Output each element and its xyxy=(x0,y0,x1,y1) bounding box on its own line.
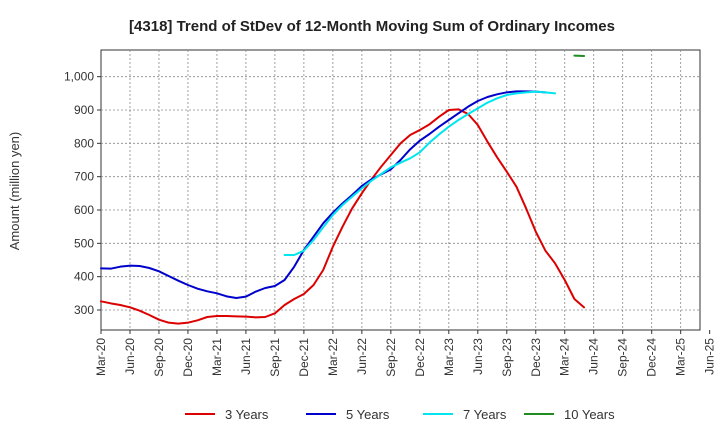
x-tick-label: Dec-23 xyxy=(529,338,543,377)
series-line-5-years xyxy=(100,90,547,299)
x-tick-label: Sep-22 xyxy=(384,338,398,377)
x-tick-label: Jun-25 xyxy=(703,338,717,375)
legend-item-5-years: 5 Years xyxy=(306,407,390,422)
legend-item-10-years: 10 Years xyxy=(524,407,615,422)
x-tick-label: Mar-24 xyxy=(558,338,572,376)
legend-item-7-years: 7 Years xyxy=(423,407,507,422)
y-axis-label: Amount (million yen) xyxy=(7,132,22,251)
legend-label: 10 Years xyxy=(564,407,615,422)
x-tick-label: Sep-21 xyxy=(268,338,282,377)
y-tick-label: 400 xyxy=(74,270,94,284)
y-axis-ticks: 300 400 500 600 700 800 900 1,000 xyxy=(64,70,101,317)
x-tick-label: Jun-22 xyxy=(355,338,369,375)
chart-title: [4318] Trend of StDev of 12-Month Moving… xyxy=(129,18,615,35)
x-tick-label: Jun-20 xyxy=(123,338,137,375)
series-line-3-years xyxy=(100,108,586,325)
legend-label: 7 Years xyxy=(463,407,507,422)
y-tick-label: 800 xyxy=(74,136,94,150)
y-tick-label: 1,000 xyxy=(64,70,94,84)
legend-label: 5 Years xyxy=(346,407,390,422)
x-tick-label: Dec-20 xyxy=(181,338,195,377)
x-tick-label: Mar-23 xyxy=(442,338,456,376)
x-tick-label: Dec-24 xyxy=(645,338,659,377)
y-tick-label: 500 xyxy=(74,236,94,250)
y-tick-label: 900 xyxy=(74,103,94,117)
x-tick-label: Mar-25 xyxy=(674,338,688,376)
x-tick-label: Jun-23 xyxy=(471,338,485,375)
x-tick-label: Sep-20 xyxy=(152,338,166,377)
x-tick-label: Dec-21 xyxy=(297,338,311,377)
x-tick-label: Mar-20 xyxy=(94,338,108,376)
x-tick-label: Jun-21 xyxy=(239,338,253,375)
x-axis-ticks: Mar-20 Jun-20 Sep-20 Dec-20 Mar-21 Jun-21 Sep-… xyxy=(94,330,717,377)
y-tick-label: 700 xyxy=(74,170,94,184)
grid-lines xyxy=(101,50,700,330)
x-tick-label: Mar-22 xyxy=(326,338,340,376)
y-tick-label: 600 xyxy=(74,203,94,217)
plot-area xyxy=(100,49,701,331)
x-tick-label: Mar-21 xyxy=(210,338,224,376)
series-line-7-years xyxy=(283,90,557,256)
y-tick-label: 300 xyxy=(74,303,94,317)
x-tick-label: Sep-23 xyxy=(500,338,514,377)
x-tick-label: Dec-22 xyxy=(413,338,427,377)
legend-item-3-years: 3 Years xyxy=(185,407,269,422)
x-tick-label: Jun-24 xyxy=(587,338,601,375)
legend: 3 Years 5 Years 7 Years 10 Years xyxy=(185,407,615,422)
series-lines xyxy=(100,54,586,325)
legend-label: 3 Years xyxy=(225,407,269,422)
x-tick-label: Sep-24 xyxy=(616,338,630,377)
